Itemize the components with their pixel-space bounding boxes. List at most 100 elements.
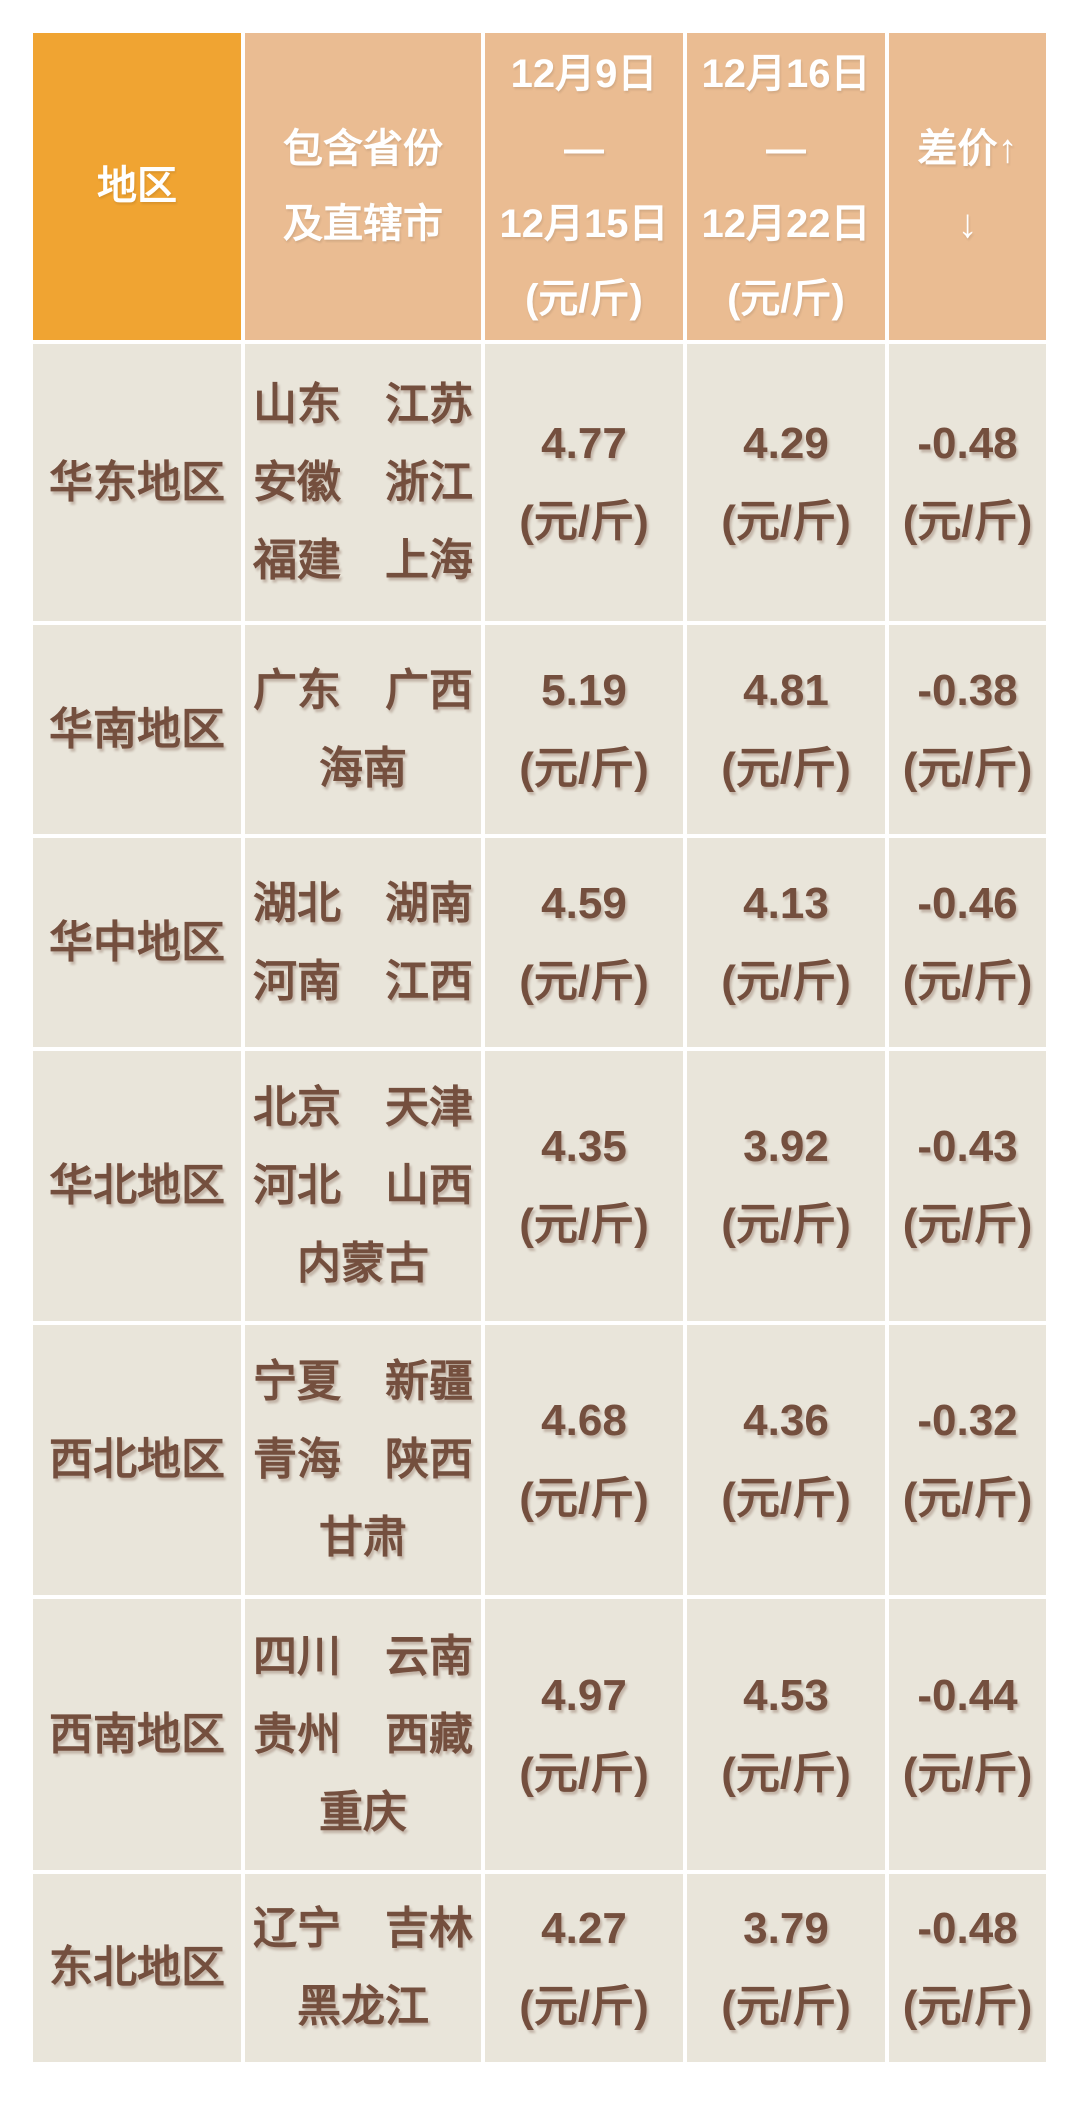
- cell-line: -0.44: [917, 1670, 1018, 1720]
- cell-line: 辽宁 吉林: [253, 1904, 473, 1953]
- cell-line: 安徽 浙江: [253, 457, 473, 507]
- cell-line: 5.19: [541, 665, 627, 715]
- cell-line: 4.81: [743, 665, 829, 715]
- cell-line: 河北 山西: [253, 1161, 473, 1210]
- header-provinces-line: 及直辖市: [283, 201, 443, 246]
- header-diff-line: 差价↑: [917, 126, 1018, 171]
- row-cell-region: 东北地区: [33, 1874, 241, 2062]
- header-week2-line: 12月22日: [701, 201, 871, 246]
- cell-line: (元/斤): [902, 1982, 1033, 2031]
- row-cell-region: 华北地区: [33, 1051, 241, 1321]
- cell-line: 4.77: [541, 418, 627, 468]
- cell-line: 甘肃: [319, 1513, 407, 1562]
- cell-line: (元/斤): [519, 1474, 649, 1523]
- cell-line: (元/斤): [902, 496, 1033, 546]
- row-cell-week2: 3.79 (元/斤): [687, 1874, 885, 2062]
- cell-line: 华东地区: [49, 457, 225, 507]
- cell-line: 西北地区: [49, 1435, 225, 1484]
- cell-line: -0.48: [917, 418, 1018, 468]
- cell-line: (元/斤): [721, 1748, 851, 1798]
- row-cell-week2: 4.81 (元/斤): [687, 625, 885, 834]
- cell-line: (元/斤): [519, 1982, 649, 2031]
- cell-line: -0.38: [917, 665, 1018, 715]
- row-cell-week2: 3.92 (元/斤): [687, 1051, 885, 1321]
- header-provinces-line: 包含省份: [283, 126, 443, 171]
- cell-line: 湖北 湖南: [253, 878, 473, 928]
- row-cell-week1: 4.77 (元/斤): [485, 344, 683, 621]
- cell-line: (元/斤): [902, 1200, 1033, 1249]
- row-cell-region: 华南地区: [33, 625, 241, 834]
- row-cell-diff: -0.48 (元/斤): [889, 1874, 1046, 2062]
- row-cell-diff: -0.32 (元/斤): [889, 1325, 1046, 1595]
- cell-line: (元/斤): [721, 1200, 851, 1249]
- row-cell-diff: -0.46 (元/斤): [889, 838, 1046, 1047]
- row-cell-week2: 4.36 (元/斤): [687, 1325, 885, 1595]
- row-cell-provinces: 山东 江苏 安徽 浙江 福建 上海: [245, 344, 481, 621]
- cell-line: 4.29: [743, 418, 829, 468]
- cell-line: 4.36: [743, 1396, 829, 1445]
- cell-line: 4.13: [743, 878, 829, 928]
- cell-line: (元/斤): [721, 956, 851, 1006]
- header-cell-region: 地区: [33, 33, 241, 340]
- header-cell-week2: 12月16日 — 12月22日 (元/斤): [687, 33, 885, 340]
- header-week2-line: (元/斤): [727, 276, 845, 321]
- cell-line: (元/斤): [519, 743, 649, 793]
- cell-line: (元/斤): [902, 956, 1033, 1006]
- cell-line: 4.59: [541, 878, 627, 928]
- cell-line: 内蒙古: [297, 1239, 429, 1288]
- cell-line: 黑龙江: [297, 1982, 429, 2031]
- cell-line: 山东 江苏: [253, 379, 473, 429]
- row-cell-provinces: 四川 云南 贵州 西藏 重庆: [245, 1599, 481, 1870]
- header-region-label: 地区: [97, 164, 177, 208]
- row-cell-diff: -0.38 (元/斤): [889, 625, 1046, 834]
- header-week2-line: 12月16日: [701, 51, 871, 96]
- row-cell-diff: -0.48 (元/斤): [889, 344, 1046, 621]
- cell-line: (元/斤): [721, 743, 851, 793]
- cell-line: (元/斤): [519, 956, 649, 1006]
- row-cell-provinces: 辽宁 吉林 黑龙江: [245, 1874, 481, 2062]
- cell-line: 河南 江西: [253, 956, 473, 1006]
- cell-line: 华中地区: [49, 917, 225, 967]
- header-week1-line: 12月9日: [510, 51, 658, 96]
- header-week1-line: 12月15日: [499, 201, 669, 246]
- row-cell-region: 西南地区: [33, 1599, 241, 1870]
- cell-line: 广东 广西: [253, 665, 473, 715]
- cell-line: (元/斤): [721, 1982, 851, 2031]
- cell-line: 北京 天津: [253, 1083, 473, 1132]
- cell-line: 宁夏 新疆: [253, 1357, 473, 1406]
- cell-line: 华南地区: [49, 704, 225, 754]
- cell-line: (元/斤): [902, 1748, 1033, 1798]
- header-week1-line: (元/斤): [525, 276, 643, 321]
- header-cell-diff: 差价↑ ↓: [889, 33, 1046, 340]
- cell-line: (元/斤): [519, 1748, 649, 1798]
- row-cell-provinces: 广东 广西 海南: [245, 625, 481, 834]
- header-diff-line: ↓: [957, 201, 978, 246]
- cell-line: -0.43: [917, 1122, 1018, 1171]
- row-cell-region: 华中地区: [33, 838, 241, 1047]
- row-cell-week1: 4.59 (元/斤): [485, 838, 683, 1047]
- row-cell-week1: 4.35 (元/斤): [485, 1051, 683, 1321]
- cell-line: 海南: [319, 743, 407, 793]
- cell-line: (元/斤): [721, 1474, 851, 1523]
- row-cell-region: 华东地区: [33, 344, 241, 621]
- row-cell-diff: -0.43 (元/斤): [889, 1051, 1046, 1321]
- cell-line: (元/斤): [519, 496, 649, 546]
- row-cell-provinces: 北京 天津河北 山西内蒙古: [245, 1051, 481, 1321]
- cell-line: (元/斤): [721, 496, 851, 546]
- header-week1-line: —: [564, 126, 604, 171]
- cell-line: -0.32: [917, 1396, 1018, 1445]
- cell-line: 四川 云南: [253, 1631, 473, 1681]
- cell-line: 4.53: [743, 1670, 829, 1720]
- row-cell-week1: 4.97 (元/斤): [485, 1599, 683, 1870]
- row-cell-region: 西北地区: [33, 1325, 241, 1595]
- cell-line: 东北地区: [49, 1943, 225, 1992]
- row-cell-week2: 4.29 (元/斤): [687, 344, 885, 621]
- row-cell-week1: 4.27 (元/斤): [485, 1874, 683, 2062]
- cell-line: 3.79: [743, 1904, 829, 1953]
- cell-line: (元/斤): [902, 1474, 1033, 1523]
- row-cell-week2: 4.13 (元/斤): [687, 838, 885, 1047]
- cell-line: 3.92: [743, 1122, 829, 1171]
- row-cell-week1: 4.68 (元/斤): [485, 1325, 683, 1595]
- cell-line: 重庆: [319, 1787, 407, 1837]
- cell-line: (元/斤): [902, 743, 1033, 793]
